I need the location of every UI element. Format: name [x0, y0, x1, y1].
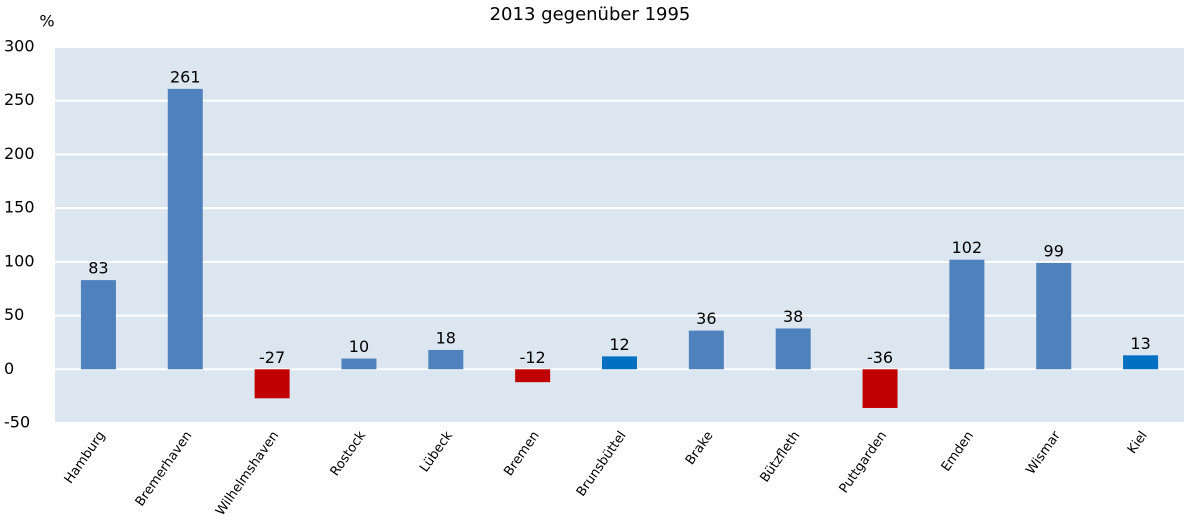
y-tick-label: 150 — [4, 198, 35, 217]
x-tick-label: Brunsbüttel — [574, 429, 630, 500]
bar — [515, 369, 551, 383]
bar — [775, 328, 811, 370]
x-tick-label: Wismar — [1024, 428, 1065, 477]
chart-title: 2013 gegenüber 1995 — [490, 4, 691, 25]
y-tick-label: 50 — [4, 305, 24, 324]
x-tick-label: Rostock — [328, 428, 370, 479]
y-tick-label: 200 — [4, 144, 35, 163]
value-label: 18 — [436, 328, 456, 347]
bar — [254, 369, 290, 399]
bar — [80, 280, 116, 370]
bar — [1123, 355, 1159, 370]
bar — [602, 356, 637, 370]
x-tick-label: Puttgarden — [837, 429, 891, 496]
y-tick-label: -50 — [4, 413, 30, 432]
value-label: 12 — [609, 335, 629, 354]
x-tick-label: Emden — [939, 429, 977, 475]
x-tick-label: Wilhelmshaven — [213, 429, 282, 519]
value-label: 99 — [1044, 241, 1064, 260]
bar — [428, 349, 464, 370]
bar — [949, 259, 985, 370]
bar — [167, 88, 203, 370]
y-tick-label: 250 — [4, 90, 35, 109]
value-label: 13 — [1130, 334, 1150, 353]
x-tick-label: Bremen — [501, 429, 542, 479]
x-tick-label: Lübeck — [417, 428, 456, 475]
value-label: 102 — [952, 238, 983, 257]
bar — [341, 358, 377, 370]
x-tick-label: Bremerhaven — [133, 429, 196, 510]
x-tick-label: Hamburg — [62, 429, 109, 487]
bar — [1036, 262, 1072, 370]
value-label: 38 — [783, 307, 803, 326]
value-label: -27 — [259, 348, 285, 367]
value-label: 10 — [349, 337, 369, 356]
value-label: 83 — [88, 259, 108, 278]
value-label: -12 — [520, 348, 546, 367]
value-label: 36 — [696, 309, 716, 328]
bar — [862, 369, 898, 408]
x-tick-label: Brake — [683, 429, 717, 468]
y-axis-label: % — [39, 12, 54, 31]
y-tick-label: 0 — [4, 359, 14, 378]
value-label: -36 — [867, 348, 893, 367]
x-tick-label: Kiel — [1125, 429, 1151, 457]
y-tick-label: 100 — [4, 251, 35, 270]
x-tick-label: Bützfleth — [757, 429, 803, 486]
value-label: 261 — [170, 67, 201, 86]
y-tick-label: 300 — [4, 37, 35, 56]
bar — [688, 330, 724, 370]
